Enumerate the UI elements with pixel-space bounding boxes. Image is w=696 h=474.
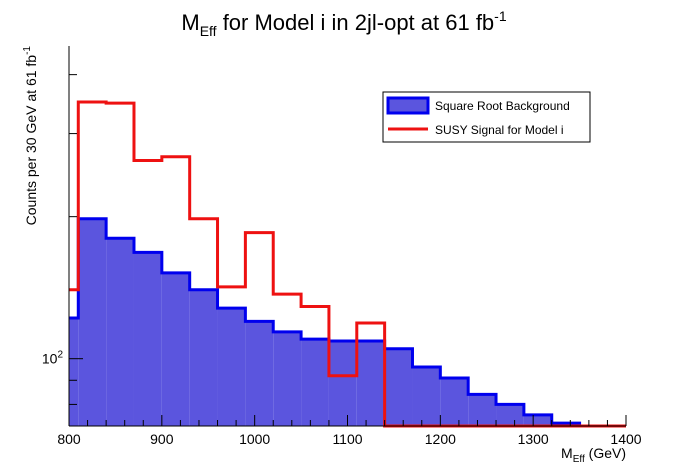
- x-tick-label: 1300: [518, 431, 549, 447]
- background-bar: [328, 341, 357, 426]
- background-bar: [217, 308, 246, 426]
- background-bar: [189, 289, 218, 426]
- y-axis-title: Counts per 30 GeV at 61 fb-1: [22, 46, 39, 226]
- x-tick-label: 900: [150, 431, 174, 447]
- background-bar: [161, 272, 190, 426]
- background-bar: [440, 378, 469, 426]
- background-bar: [78, 218, 107, 426]
- legend-swatch-background: [386, 96, 430, 115]
- background-bar: [384, 348, 413, 426]
- background-bar: [356, 341, 385, 426]
- background-bar: [69, 317, 79, 426]
- x-axis-ticks: 800 900 1000 1100 1200 1300 1400: [57, 415, 642, 447]
- legend-label-signal: SUSY Signal for Model i: [435, 123, 564, 137]
- background-bar: [468, 394, 497, 426]
- x-tick-label: 800: [57, 431, 81, 447]
- y-axis-ticks: 102: [42, 74, 83, 405]
- background-bar: [273, 331, 302, 426]
- x-axis-title: MEff (GeV): [561, 445, 626, 465]
- x-tick-label: 1200: [425, 431, 456, 447]
- x-tick-label: 1000: [239, 431, 270, 447]
- x-tick-label: 1100: [332, 431, 362, 447]
- background-histogram: [69, 217, 626, 428]
- background-bar: [523, 414, 552, 426]
- legend-label-background: Square Root Background: [435, 99, 570, 113]
- background-bar: [245, 321, 274, 426]
- background-bar: [301, 339, 329, 426]
- x-tick-label: 1400: [610, 431, 641, 447]
- y-tick-label: 102: [42, 350, 64, 367]
- background-bar: [496, 404, 524, 426]
- chart-title: MEff for Model i in 2jl-opt at 61 fb-1: [181, 8, 506, 39]
- background-bar: [106, 238, 134, 426]
- background-bar: [133, 252, 162, 426]
- background-bar: [412, 367, 441, 426]
- legend: Square Root Background SUSY Signal for M…: [382, 91, 591, 143]
